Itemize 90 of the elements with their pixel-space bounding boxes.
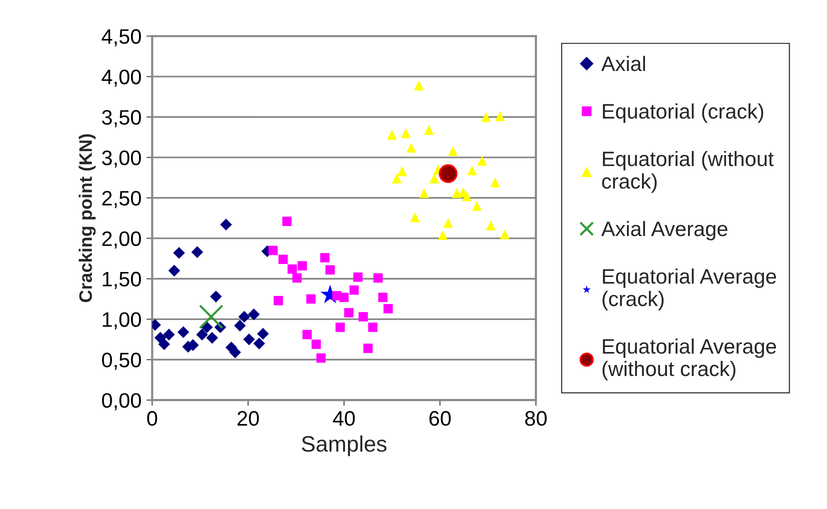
point bbox=[210, 290, 222, 302]
point bbox=[397, 166, 407, 176]
point bbox=[268, 246, 278, 256]
point bbox=[306, 294, 316, 304]
x-tick-label: 80 bbox=[525, 411, 547, 426]
point bbox=[274, 296, 283, 306]
point bbox=[490, 178, 500, 188]
point bbox=[253, 338, 266, 350]
point bbox=[448, 146, 458, 156]
point bbox=[298, 261, 307, 270]
y-tick-label: 4,50 bbox=[102, 29, 141, 46]
point bbox=[387, 130, 397, 140]
point bbox=[438, 230, 448, 240]
y-tick-label: 0,00 bbox=[102, 393, 141, 410]
point bbox=[414, 80, 424, 90]
legend-label: Axial Average bbox=[601, 220, 728, 240]
y-tick-label: 3,00 bbox=[102, 150, 141, 168]
y-tick-label: 4,00 bbox=[102, 70, 141, 87]
x-tick-label: 0 bbox=[147, 411, 158, 426]
point bbox=[358, 312, 368, 322]
point bbox=[278, 254, 288, 264]
y-tick-label: 0,50 bbox=[102, 352, 141, 370]
point bbox=[198, 304, 224, 330]
point bbox=[349, 285, 359, 295]
point bbox=[353, 272, 363, 282]
point bbox=[467, 165, 478, 176]
point bbox=[384, 304, 393, 314]
point bbox=[206, 332, 218, 344]
x-tick-label: 40 bbox=[332, 411, 355, 426]
point bbox=[163, 328, 175, 340]
point bbox=[220, 218, 232, 230]
y-tick-label: 3,50 bbox=[102, 110, 141, 128]
point bbox=[368, 322, 378, 332]
point bbox=[438, 164, 458, 183]
point bbox=[477, 156, 488, 166]
point bbox=[196, 328, 208, 340]
point bbox=[200, 321, 213, 334]
point bbox=[288, 264, 297, 274]
point bbox=[238, 310, 250, 323]
point bbox=[158, 338, 170, 350]
point bbox=[378, 292, 388, 302]
point bbox=[177, 326, 190, 338]
point bbox=[173, 246, 185, 259]
x-tick-label: 20 bbox=[238, 411, 259, 426]
legend-label: Equatorial (without crack) bbox=[602, 150, 774, 193]
point bbox=[312, 340, 321, 349]
point bbox=[363, 344, 373, 353]
point bbox=[495, 111, 505, 122]
point bbox=[168, 264, 180, 277]
point bbox=[452, 188, 462, 198]
y-tick-label: 2,50 bbox=[102, 190, 141, 208]
y-tick-label: 1,00 bbox=[102, 312, 141, 330]
point bbox=[424, 125, 434, 135]
point bbox=[248, 308, 260, 320]
point bbox=[282, 216, 292, 226]
legend-label: Axial bbox=[601, 56, 646, 72]
point bbox=[406, 142, 416, 153]
point bbox=[154, 332, 166, 344]
y-tick-label: 2,00 bbox=[102, 231, 141, 249]
point bbox=[410, 212, 420, 222]
point bbox=[325, 265, 335, 275]
point bbox=[419, 188, 430, 198]
point bbox=[243, 334, 255, 346]
point bbox=[429, 174, 440, 184]
point bbox=[257, 328, 269, 340]
point bbox=[500, 229, 510, 240]
legend-label: Equatorial Average (crack) bbox=[602, 268, 776, 310]
point bbox=[462, 191, 472, 202]
point bbox=[191, 246, 204, 258]
point bbox=[481, 112, 491, 122]
point bbox=[373, 273, 383, 283]
point bbox=[316, 353, 326, 363]
x-tick-label: 60 bbox=[429, 411, 451, 426]
point bbox=[443, 218, 454, 228]
y-tick-label: 1,50 bbox=[102, 272, 141, 289]
point bbox=[234, 320, 246, 332]
point bbox=[320, 253, 330, 262]
point bbox=[401, 128, 411, 138]
point bbox=[292, 273, 302, 283]
legend-label: Equatorial Average (without crack) bbox=[602, 338, 776, 380]
x-axis-title: Samples bbox=[302, 435, 386, 456]
point bbox=[472, 201, 482, 211]
point bbox=[339, 292, 349, 302]
point bbox=[344, 308, 354, 318]
point bbox=[336, 322, 345, 332]
y-axis-title: Cracking point (KN) bbox=[78, 134, 96, 302]
legend-label: Equatorial (crack) bbox=[602, 103, 764, 123]
point bbox=[302, 330, 312, 340]
point bbox=[392, 174, 402, 184]
point bbox=[486, 220, 496, 230]
